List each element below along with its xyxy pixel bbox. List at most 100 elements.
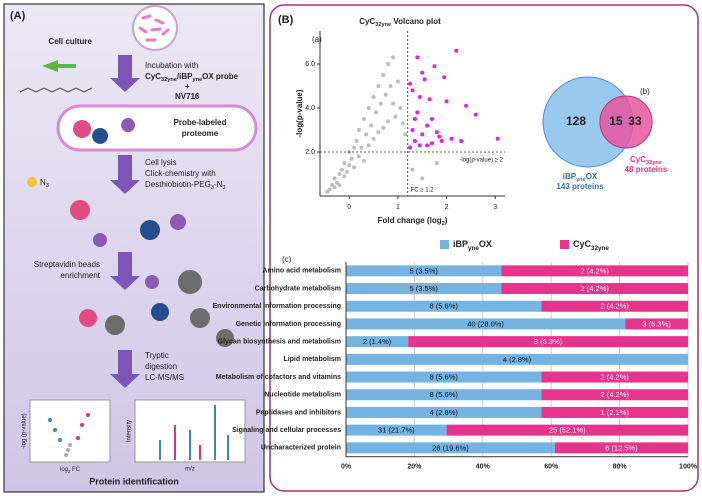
bar-segment xyxy=(346,353,688,365)
point xyxy=(332,176,337,181)
point xyxy=(415,110,420,115)
azide: N3 xyxy=(40,178,49,189)
point xyxy=(344,169,349,174)
point xyxy=(400,121,405,126)
value-label: 5 (3.5%) xyxy=(410,266,439,275)
bar-segment xyxy=(541,371,688,383)
step-text: Cell lysis xyxy=(145,158,177,167)
set-circle xyxy=(599,95,653,149)
value-label: 2 (4.2%) xyxy=(581,266,610,275)
threshold-label: -log(p-value) ≥ 2 xyxy=(459,158,503,164)
panel-label: (A) xyxy=(10,10,26,22)
threshold-label: FC ≥ 1.2 xyxy=(411,188,435,194)
point xyxy=(415,55,420,60)
legend-label: CyC32yne xyxy=(573,239,609,252)
x-tick-label: 20% xyxy=(407,464,422,471)
value-label: 8 (5.6%) xyxy=(430,302,459,311)
point xyxy=(381,73,386,77)
x-tick-label: 3 xyxy=(493,204,497,211)
point xyxy=(420,132,425,137)
subscript: 3 xyxy=(46,183,49,189)
text-part: Fold change (log xyxy=(378,216,442,225)
bar-segment xyxy=(541,389,688,401)
point xyxy=(412,139,417,143)
value-label: 4 (2.8%) xyxy=(430,408,459,417)
text-part: OX xyxy=(586,172,598,181)
bar-segment xyxy=(554,442,688,454)
point xyxy=(359,145,364,150)
value-label: 2 (4.2%) xyxy=(601,302,630,311)
point xyxy=(337,183,342,187)
subscript: 32yne xyxy=(591,245,609,252)
point xyxy=(378,101,383,106)
subscript: yne xyxy=(192,77,202,83)
point xyxy=(356,128,361,132)
region-count: 128 xyxy=(566,114,586,128)
value-label: 3 (6.3%) xyxy=(642,319,671,328)
point xyxy=(395,79,400,84)
legend-label: iBPyneOX xyxy=(453,239,492,252)
point xyxy=(444,99,449,104)
point xyxy=(337,172,342,176)
point xyxy=(364,132,369,137)
mini-label: Intensity xyxy=(127,420,133,442)
step-text: digestion xyxy=(145,362,177,371)
point xyxy=(352,165,357,170)
point xyxy=(342,161,347,165)
point xyxy=(371,136,376,141)
point xyxy=(425,123,430,128)
point xyxy=(393,114,398,119)
point xyxy=(376,84,381,88)
step-text: Desthiobiotin-PEG3-N3 xyxy=(145,180,226,191)
point xyxy=(464,103,469,108)
text-part: N xyxy=(40,178,46,187)
subscript: yne xyxy=(576,177,586,183)
x-tick-label: 0% xyxy=(341,464,352,471)
point xyxy=(339,167,344,172)
x-tick-label: 1 xyxy=(396,204,400,211)
subscript: 2 xyxy=(442,221,445,227)
point xyxy=(459,139,464,143)
subscript: 32yne xyxy=(375,22,391,28)
value-label: 2 (1.4%) xyxy=(363,337,392,346)
point xyxy=(449,136,454,141)
bar-segment xyxy=(541,406,688,418)
point xyxy=(473,112,478,117)
point xyxy=(412,117,417,121)
text-part: FC xyxy=(70,467,80,473)
bar-segment xyxy=(346,371,542,383)
point xyxy=(347,163,352,168)
step-label: Cell culture xyxy=(48,37,92,46)
bar-segment xyxy=(346,283,502,295)
region-count: 33 xyxy=(628,114,642,128)
category-label: Glycan biosynthesis and metabolism xyxy=(218,338,341,345)
value-label: 1 (2.1%) xyxy=(601,408,630,417)
text-part: OX xyxy=(479,239,492,249)
point xyxy=(417,143,422,148)
point xyxy=(425,143,430,148)
category-label: Lipid metabolism xyxy=(283,356,341,363)
step-text: Streptavidin beads xyxy=(34,260,100,269)
point xyxy=(420,70,425,75)
bar-segment xyxy=(346,389,542,401)
point xyxy=(376,130,381,135)
value-label: 2 (4.2%) xyxy=(601,373,630,382)
point xyxy=(434,161,439,165)
text-part: iBP xyxy=(563,172,577,181)
point xyxy=(495,136,500,141)
subscript: yne xyxy=(468,245,479,252)
point xyxy=(356,154,361,159)
value-label: 8 (5.6%) xyxy=(430,373,459,382)
subscript: 32yne xyxy=(646,161,662,167)
final-label: Protein identification xyxy=(89,476,179,486)
step-text: LC-MS/MS xyxy=(145,373,184,382)
point xyxy=(361,158,366,163)
point xyxy=(373,110,378,115)
point xyxy=(366,143,371,148)
bar-segment xyxy=(346,300,542,312)
point xyxy=(366,106,371,110)
bar-segment xyxy=(346,265,502,277)
set-name: iBPyneOX xyxy=(563,172,598,183)
point xyxy=(408,145,413,150)
point xyxy=(410,88,415,93)
